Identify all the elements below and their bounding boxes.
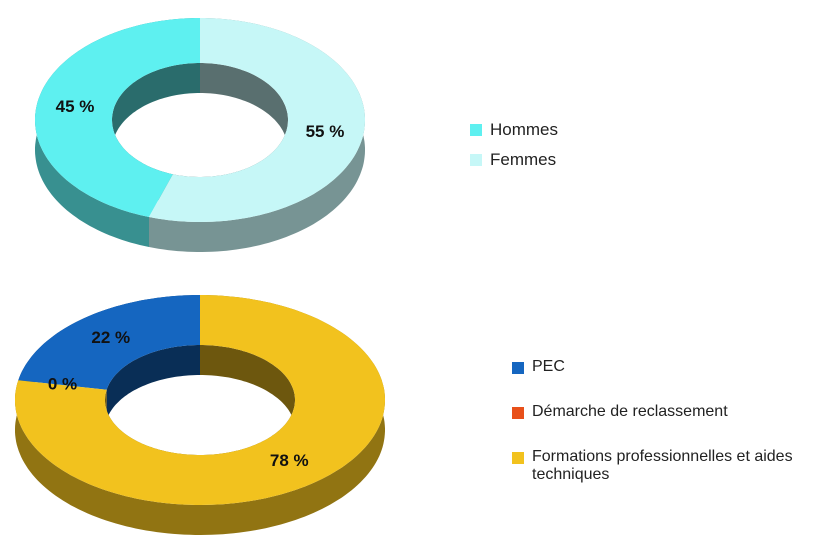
legend-label: Démarche de reclassement — [532, 403, 728, 420]
legend-swatch — [512, 407, 524, 419]
legend-label: Hommes — [490, 120, 559, 139]
legend-item: Formations professionnelles et aides tec… — [512, 448, 812, 484]
legend-swatch — [470, 154, 482, 166]
legend-label: Femmes — [490, 150, 557, 169]
slice-inner-side — [106, 345, 200, 420]
slice-outer-side — [149, 18, 365, 252]
legend-swatch — [470, 124, 482, 136]
data-label: 22 % — [91, 328, 130, 347]
slice — [149, 18, 365, 222]
legend-item: Démarche de reclassement — [512, 403, 728, 421]
legend-label: Formations professionnelles et aides tec… — [532, 448, 793, 483]
data-label: 0 % — [48, 374, 77, 393]
legend-swatch — [512, 362, 524, 374]
slice — [18, 295, 200, 390]
slice — [15, 295, 385, 505]
data-label: 45 % — [56, 97, 95, 116]
legend-item: PEC — [512, 358, 565, 376]
legend-item: Femmes — [470, 150, 556, 170]
data-label: 78 % — [270, 451, 309, 470]
legend-swatch — [512, 452, 524, 464]
legend-item: Hommes — [470, 120, 558, 140]
data-label: 55 % — [306, 122, 345, 141]
legend-label: PEC — [532, 358, 565, 375]
slice — [35, 18, 200, 217]
